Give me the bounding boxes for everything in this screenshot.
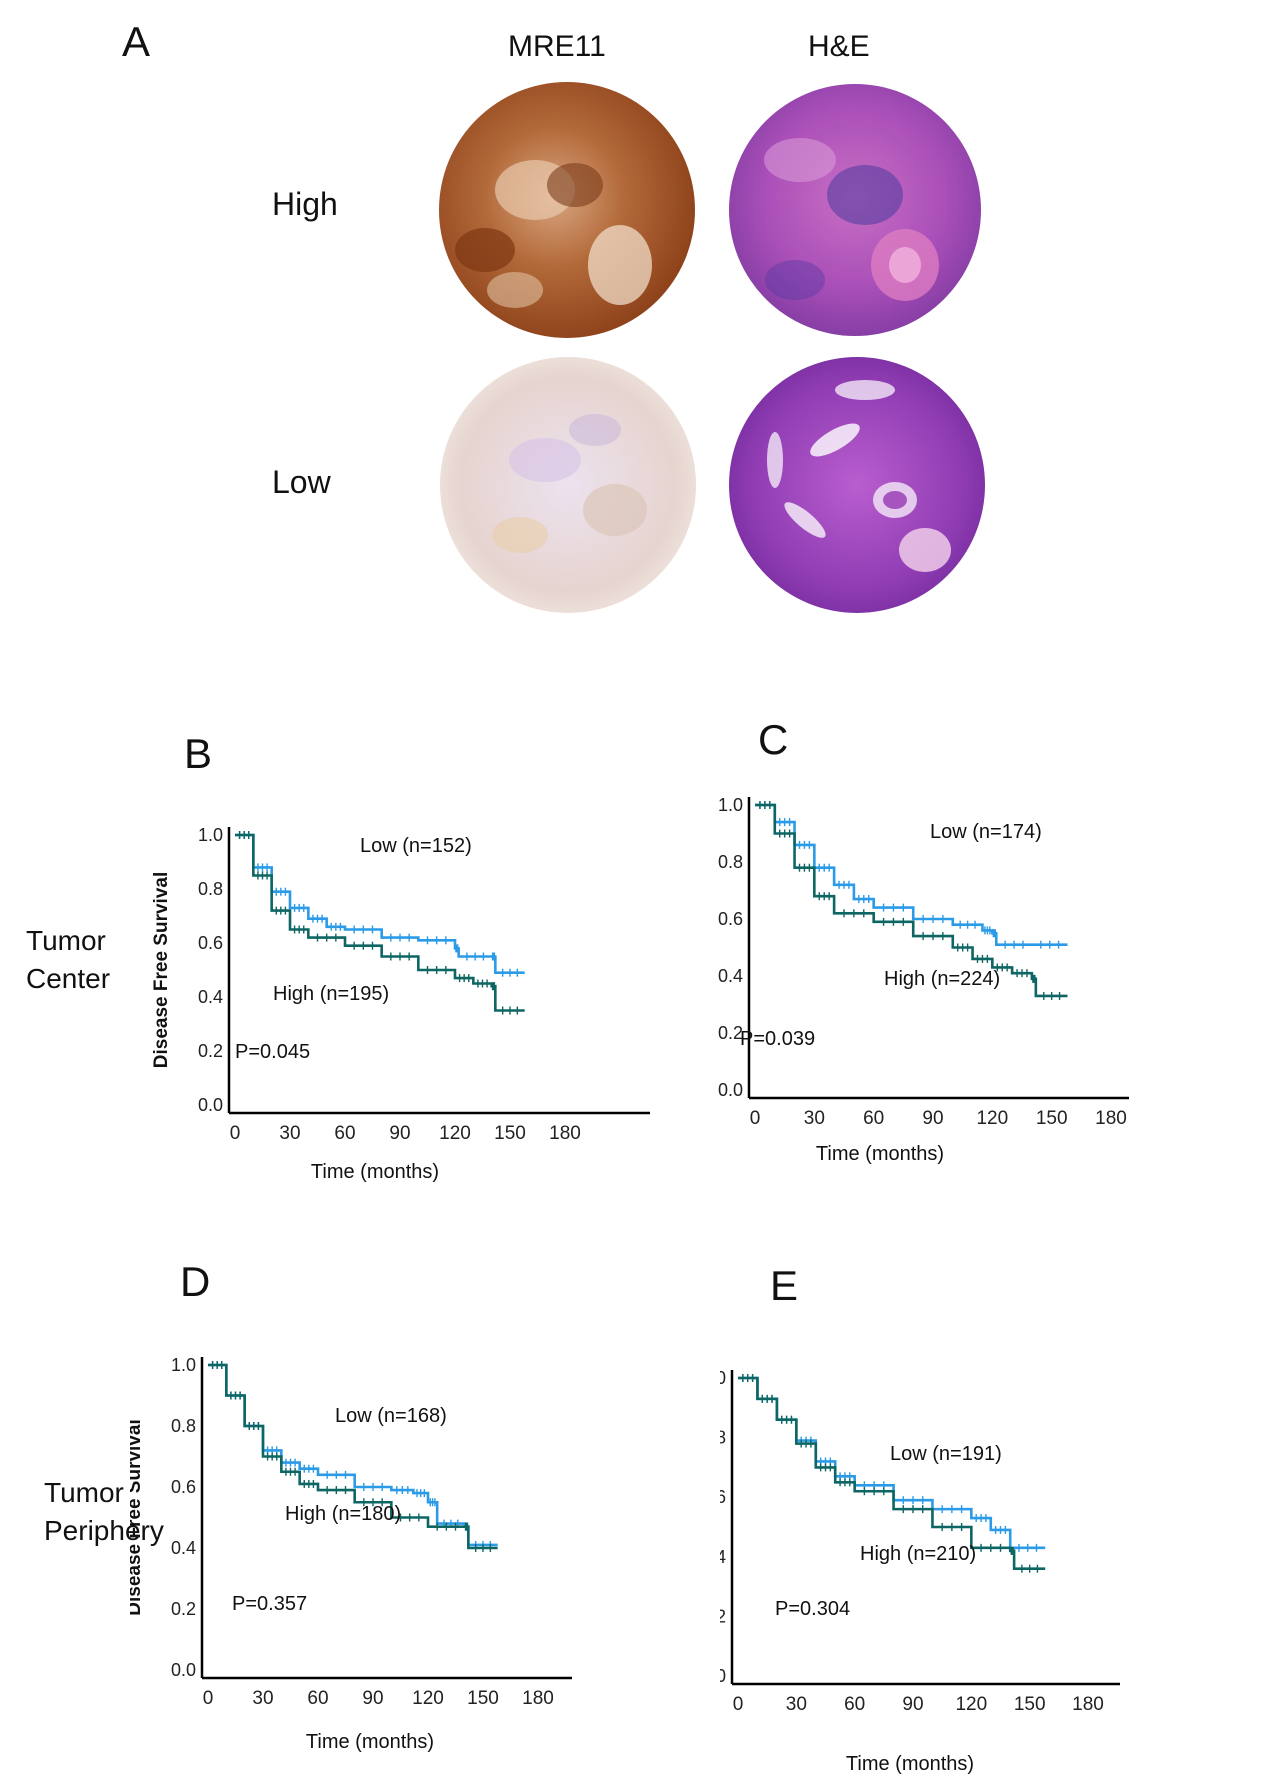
p-value: P=0.357 — [232, 1593, 307, 1615]
x-axis-label: Time (months) — [816, 1143, 944, 1165]
y-tick-label: 1.0 — [198, 825, 223, 845]
tissue-images — [439, 82, 985, 613]
y-tick-label: 0.8 — [171, 1416, 196, 1436]
panel-letter-e: E — [770, 1262, 799, 1309]
x-tick-label: 30 — [252, 1688, 273, 1709]
y-tick-label: 0.6 — [720, 1487, 726, 1507]
p-value: P=0.304 — [775, 1598, 850, 1620]
row-label-low: Low — [272, 464, 331, 500]
km-chart-d: 0.0 0.2 0.4 0.6 0.8 1.0 0 30 60 90 120 150 180 Diseas… — [130, 1355, 572, 1753]
y-tick-label: 0.6 — [198, 933, 223, 953]
y-tick-label: 1.0 — [720, 1368, 726, 1388]
km-chart-b: 0.0 0.2 0.4 0.6 0.8 1.0 0 30 60 90 120 150 180 Diseas… — [151, 825, 650, 1183]
x-tick-label: 120 — [439, 1123, 471, 1144]
x-tick-label: 120 — [955, 1694, 987, 1715]
x-axis-label: Time (months) — [311, 1161, 439, 1183]
x-tick-label: 150 — [1014, 1694, 1046, 1715]
side-label-tumor-periphery: Tumor Periphery — [44, 1474, 164, 1550]
x-tick-label: 0 — [230, 1123, 241, 1144]
survival-curve-high — [738, 1376, 1046, 1571]
side-label-line: Tumor — [44, 1477, 124, 1508]
x-tick-label: 0 — [733, 1694, 744, 1715]
y-tick-label: 0.2 — [718, 1023, 743, 1043]
x-tick-label: 90 — [389, 1123, 410, 1144]
y-tick-label: 0.8 — [720, 1428, 726, 1448]
x-tick-label: 120 — [412, 1688, 444, 1709]
y-tick-label: 0.4 — [720, 1547, 726, 1567]
he-low-image — [729, 357, 985, 613]
mre11-high-image — [439, 82, 695, 338]
he-high-image — [729, 84, 981, 336]
y-tick-label: 0.0 — [720, 1666, 726, 1686]
y-tick-label: 0.0 — [171, 1660, 196, 1680]
panel-letter-d: D — [180, 1258, 211, 1305]
column-label-he: H&E — [808, 30, 870, 63]
x-tick-label: 180 — [522, 1688, 554, 1709]
x-tick-label: 180 — [1072, 1694, 1104, 1715]
x-axis-label: Time (months) — [846, 1753, 974, 1775]
x-tick-label: 150 — [1036, 1108, 1068, 1129]
row-label-high: High — [272, 186, 338, 222]
y-tick-label: 0.0 — [198, 1095, 223, 1115]
x-tick-label: 30 — [279, 1123, 300, 1144]
y-axis-label: Disease Free Survival — [130, 1419, 145, 1615]
x-tick-label: 0 — [750, 1108, 761, 1129]
y-tick-label: 0.0 — [718, 1080, 743, 1100]
x-tick-label: 90 — [902, 1694, 923, 1715]
x-tick-label: 60 — [307, 1688, 328, 1709]
panel-letter-a: A — [122, 18, 151, 65]
y-tick-label: 0.6 — [718, 909, 743, 929]
y-tick-label: 0.4 — [718, 966, 743, 986]
side-label-tumor-center: Tumor Center — [26, 922, 110, 998]
y-tick-label: 0.8 — [718, 852, 743, 872]
series-label-high: High (n=224) — [884, 968, 1000, 990]
series-label-high: High (n=180) — [285, 1503, 401, 1525]
x-tick-label: 180 — [549, 1123, 581, 1144]
km-chart-e: 0.00.20.40.60.81.00306090120150180Overal… — [720, 1368, 1120, 1775]
series-label-high: High (n=195) — [273, 983, 389, 1005]
x-tick-label: 60 — [334, 1123, 355, 1144]
survival-curve-high — [208, 1363, 498, 1550]
x-tick-label: 180 — [1095, 1108, 1127, 1129]
side-label-line: Tumor — [26, 925, 106, 956]
series-label-low: Low (n=152) — [360, 835, 472, 857]
y-tick-label: 0.4 — [198, 987, 223, 1007]
y-tick-label: 0.2 — [720, 1606, 726, 1626]
x-tick-label: 60 — [844, 1694, 865, 1715]
mre11-low-image — [440, 357, 696, 613]
y-tick-label: 0.2 — [198, 1041, 223, 1061]
x-tick-label: 150 — [467, 1688, 499, 1709]
side-label-line: Periphery — [44, 1515, 164, 1546]
y-tick-label: 0.4 — [171, 1538, 196, 1558]
panel-letter-b: B — [184, 730, 213, 777]
column-label-mre11: MRE11 — [508, 30, 606, 63]
p-value: P=0.045 — [235, 1041, 310, 1063]
panel-letter-c: C — [758, 716, 789, 763]
series-label-low: Low (n=191) — [890, 1443, 1002, 1465]
x-axis-label: Time (months) — [306, 1731, 434, 1753]
x-tick-label: 150 — [494, 1123, 526, 1144]
x-tick-label: 30 — [804, 1108, 825, 1129]
side-label-line: Center — [26, 963, 111, 994]
series-label-low: Low (n=168) — [335, 1405, 447, 1427]
y-tick-label: 0.6 — [171, 1477, 196, 1497]
p-value: P=0.039 — [740, 1028, 815, 1050]
y-tick-label: 1.0 — [171, 1355, 196, 1375]
survival-curve-high — [235, 833, 525, 1012]
y-tick-label: 1.0 — [718, 795, 743, 815]
y-tick-label: 0.8 — [198, 879, 223, 899]
y-axis-label: Disease Free Survival — [151, 872, 172, 1068]
series-label-low: Low (n=174) — [930, 821, 1042, 843]
x-tick-label: 60 — [863, 1108, 884, 1129]
series-label-high: High (n=210) — [860, 1543, 976, 1565]
y-tick-label: 0.2 — [171, 1599, 196, 1619]
x-tick-label: 120 — [976, 1108, 1008, 1129]
x-tick-label: 90 — [922, 1108, 943, 1129]
km-chart-c: 0.00.20.40.60.81.00306090120150180Overal… — [718, 795, 1129, 1165]
x-tick-label: 0 — [203, 1688, 214, 1709]
x-tick-label: 90 — [362, 1688, 383, 1709]
x-tick-label: 30 — [786, 1694, 807, 1715]
